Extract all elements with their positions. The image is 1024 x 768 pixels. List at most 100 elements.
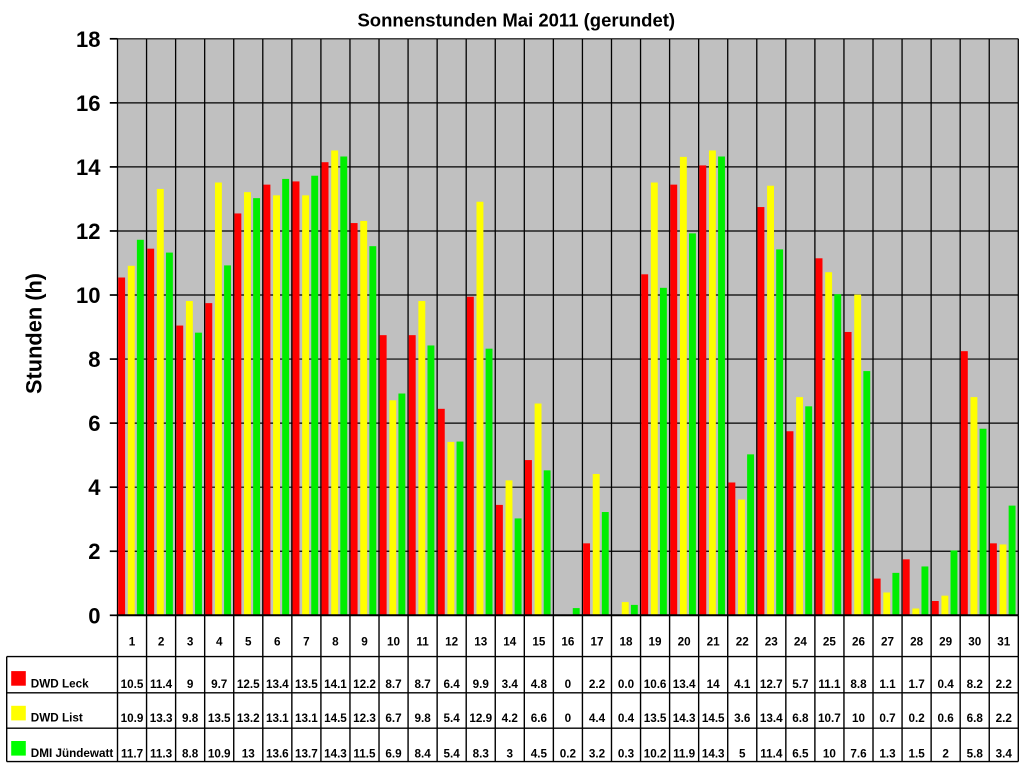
svg-text:6.8: 6.8 xyxy=(967,712,984,725)
svg-text:10.6: 10.6 xyxy=(644,678,667,691)
svg-text:13.5: 13.5 xyxy=(295,678,318,691)
svg-text:26: 26 xyxy=(852,635,866,648)
svg-text:9.8: 9.8 xyxy=(182,712,199,725)
svg-text:DWD Leck: DWD Leck xyxy=(31,678,89,691)
svg-text:3: 3 xyxy=(187,635,194,648)
svg-text:0.7: 0.7 xyxy=(879,712,895,725)
svg-text:DWD List: DWD List xyxy=(31,712,83,725)
svg-text:14: 14 xyxy=(76,155,101,180)
svg-text:0: 0 xyxy=(565,712,572,725)
svg-text:10.5: 10.5 xyxy=(121,678,144,691)
svg-text:3.2: 3.2 xyxy=(589,747,606,760)
svg-text:19: 19 xyxy=(649,635,663,648)
svg-text:9.9: 9.9 xyxy=(473,678,490,691)
svg-text:13.1: 13.1 xyxy=(266,712,289,725)
svg-text:11.4: 11.4 xyxy=(760,747,783,760)
svg-text:16: 16 xyxy=(76,91,100,116)
svg-text:2.2: 2.2 xyxy=(996,712,1013,725)
svg-text:Stunden (h): Stunden (h) xyxy=(22,273,47,394)
svg-text:13.2: 13.2 xyxy=(237,712,260,725)
svg-text:15: 15 xyxy=(532,635,546,648)
svg-text:8: 8 xyxy=(88,347,100,372)
svg-text:8.2: 8.2 xyxy=(967,678,984,691)
svg-text:2: 2 xyxy=(942,747,949,760)
svg-text:17: 17 xyxy=(590,635,603,648)
svg-text:12.5: 12.5 xyxy=(237,678,260,691)
svg-text:0: 0 xyxy=(565,678,572,691)
svg-text:5.8: 5.8 xyxy=(967,747,984,760)
svg-text:1.7: 1.7 xyxy=(908,678,924,691)
svg-text:13.4: 13.4 xyxy=(673,678,696,691)
svg-text:13.7: 13.7 xyxy=(295,747,318,760)
svg-text:14.1: 14.1 xyxy=(324,678,347,691)
svg-text:0.0: 0.0 xyxy=(618,678,635,691)
svg-text:20: 20 xyxy=(678,635,692,648)
svg-text:DMI Jündewatt: DMI Jündewatt xyxy=(31,747,114,760)
svg-text:7: 7 xyxy=(303,635,310,648)
svg-text:9: 9 xyxy=(187,678,194,691)
svg-text:0.4: 0.4 xyxy=(618,712,635,725)
svg-text:18: 18 xyxy=(76,27,100,52)
svg-text:28: 28 xyxy=(910,635,924,648)
svg-text:13.6: 13.6 xyxy=(266,747,289,760)
svg-text:14: 14 xyxy=(503,635,517,648)
svg-text:3.4: 3.4 xyxy=(996,747,1013,760)
svg-text:27: 27 xyxy=(881,635,894,648)
svg-text:11.9: 11.9 xyxy=(673,747,696,760)
svg-text:1.3: 1.3 xyxy=(879,747,896,760)
svg-text:4.1: 4.1 xyxy=(734,678,751,691)
svg-text:8.7: 8.7 xyxy=(414,678,430,691)
svg-text:0.6: 0.6 xyxy=(938,712,955,725)
svg-text:11.1: 11.1 xyxy=(818,678,841,691)
svg-text:9.8: 9.8 xyxy=(414,712,431,725)
svg-text:5: 5 xyxy=(739,747,746,760)
svg-text:14.5: 14.5 xyxy=(324,712,347,725)
svg-text:10.9: 10.9 xyxy=(208,747,231,760)
svg-text:22: 22 xyxy=(736,635,750,648)
svg-text:29: 29 xyxy=(939,635,953,648)
svg-text:6.7: 6.7 xyxy=(385,712,401,725)
svg-text:21: 21 xyxy=(707,635,721,648)
svg-text:3.6: 3.6 xyxy=(734,712,751,725)
svg-text:11.3: 11.3 xyxy=(150,747,173,760)
svg-text:31: 31 xyxy=(997,635,1011,648)
svg-text:4.8: 4.8 xyxy=(531,678,548,691)
svg-text:14.3: 14.3 xyxy=(702,747,725,760)
svg-text:0.2: 0.2 xyxy=(908,712,925,725)
svg-text:8: 8 xyxy=(332,635,339,648)
svg-text:5.7: 5.7 xyxy=(792,678,808,691)
svg-text:14.3: 14.3 xyxy=(324,747,347,760)
svg-text:6.5: 6.5 xyxy=(792,747,809,760)
svg-text:8.8: 8.8 xyxy=(850,678,867,691)
svg-text:8.8: 8.8 xyxy=(182,747,199,760)
svg-text:10: 10 xyxy=(823,747,837,760)
svg-text:0: 0 xyxy=(88,603,100,628)
svg-text:4: 4 xyxy=(216,635,223,648)
svg-text:13.5: 13.5 xyxy=(208,712,231,725)
svg-text:4.4: 4.4 xyxy=(589,712,606,725)
svg-text:5: 5 xyxy=(245,635,252,648)
svg-text:13.1: 13.1 xyxy=(295,712,318,725)
svg-text:3.4: 3.4 xyxy=(502,678,519,691)
svg-text:6.6: 6.6 xyxy=(531,712,548,725)
svg-text:12.3: 12.3 xyxy=(353,712,376,725)
svg-text:2: 2 xyxy=(158,635,165,648)
svg-text:6.4: 6.4 xyxy=(444,678,461,691)
svg-text:12: 12 xyxy=(76,219,100,244)
svg-text:1.5: 1.5 xyxy=(908,747,925,760)
svg-text:13: 13 xyxy=(242,747,256,760)
svg-text:6.9: 6.9 xyxy=(385,747,402,760)
svg-text:13.4: 13.4 xyxy=(266,678,289,691)
svg-text:0.3: 0.3 xyxy=(618,747,635,760)
svg-text:13.5: 13.5 xyxy=(644,712,667,725)
svg-text:12: 12 xyxy=(445,635,459,648)
svg-text:12.9: 12.9 xyxy=(469,712,492,725)
svg-text:11.5: 11.5 xyxy=(353,747,376,760)
svg-text:6: 6 xyxy=(88,411,100,436)
svg-text:9.7: 9.7 xyxy=(211,678,227,691)
svg-text:11.4: 11.4 xyxy=(150,678,173,691)
svg-text:3: 3 xyxy=(507,747,514,760)
svg-text:13.3: 13.3 xyxy=(150,712,173,725)
svg-text:11.7: 11.7 xyxy=(121,747,143,760)
svg-text:2.2: 2.2 xyxy=(589,678,606,691)
